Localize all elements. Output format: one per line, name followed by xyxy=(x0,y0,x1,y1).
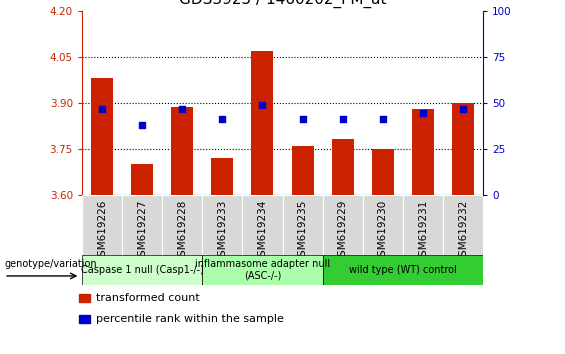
Bar xyxy=(403,195,443,255)
Point xyxy=(418,110,428,116)
Bar xyxy=(82,255,202,285)
Text: GSM619227: GSM619227 xyxy=(137,200,147,263)
Bar xyxy=(242,195,282,255)
Text: GSM619229: GSM619229 xyxy=(338,200,347,263)
Bar xyxy=(82,195,122,255)
Bar xyxy=(202,255,323,285)
Point xyxy=(379,116,388,121)
Text: GSM619235: GSM619235 xyxy=(298,200,307,263)
Text: GSM619230: GSM619230 xyxy=(378,200,388,263)
Text: GSM619226: GSM619226 xyxy=(97,200,107,263)
Point xyxy=(97,107,106,112)
Bar xyxy=(202,195,242,255)
Bar xyxy=(251,51,273,195)
Bar xyxy=(452,103,474,195)
Text: inflammasome adapter null
(ASC-/-): inflammasome adapter null (ASC-/-) xyxy=(195,259,330,281)
Bar xyxy=(372,149,394,195)
Point xyxy=(338,116,347,121)
Point xyxy=(138,122,147,127)
Text: wild type (WT) control: wild type (WT) control xyxy=(349,265,457,275)
Bar xyxy=(79,315,90,323)
Bar xyxy=(323,255,483,285)
Text: genotype/variation: genotype/variation xyxy=(4,259,97,269)
Text: GSM619231: GSM619231 xyxy=(418,200,428,263)
Bar xyxy=(323,195,363,255)
Text: percentile rank within the sample: percentile rank within the sample xyxy=(96,314,284,324)
Text: GSM619228: GSM619228 xyxy=(177,200,187,263)
Bar xyxy=(91,78,113,195)
Text: GSM619232: GSM619232 xyxy=(458,200,468,263)
Text: Caspase 1 null (Casp1-/-): Caspase 1 null (Casp1-/-) xyxy=(81,265,203,275)
Bar xyxy=(292,145,314,195)
Bar xyxy=(131,164,153,195)
Bar xyxy=(211,158,233,195)
Bar xyxy=(282,195,323,255)
Bar xyxy=(162,195,202,255)
Point xyxy=(298,116,307,121)
Bar xyxy=(363,195,403,255)
Bar xyxy=(412,109,434,195)
Title: GDS3925 / 1460202_PM_at: GDS3925 / 1460202_PM_at xyxy=(179,0,386,8)
Bar xyxy=(171,107,193,195)
Point xyxy=(459,107,468,112)
Text: GSM619233: GSM619233 xyxy=(218,200,227,263)
Text: transformed count: transformed count xyxy=(96,293,200,303)
Bar xyxy=(122,195,162,255)
Bar xyxy=(332,139,354,195)
Text: GSM619234: GSM619234 xyxy=(258,200,267,263)
Bar xyxy=(443,195,483,255)
Point xyxy=(177,107,186,112)
Point xyxy=(258,102,267,108)
Point xyxy=(218,116,227,121)
Bar xyxy=(79,294,90,302)
